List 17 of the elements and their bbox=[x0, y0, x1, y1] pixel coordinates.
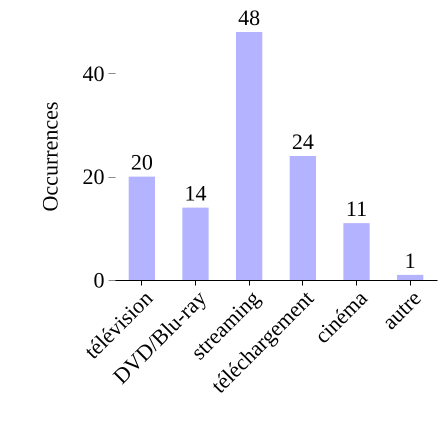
x-tick-label: autre bbox=[376, 285, 426, 334]
data-label: 1 bbox=[404, 248, 416, 273]
bar bbox=[290, 156, 316, 280]
y-tick-label: 40 bbox=[82, 60, 104, 86]
bar bbox=[128, 176, 155, 280]
data-label: 14 bbox=[184, 180, 206, 206]
bar bbox=[397, 274, 424, 280]
data-label: 48 bbox=[238, 5, 260, 30]
y-axis-title: Occurrences bbox=[38, 102, 62, 212]
data-label: 24 bbox=[292, 129, 314, 154]
y-tick-label: 0 bbox=[94, 268, 104, 292]
bar bbox=[236, 32, 262, 280]
y-tick-label: 20 bbox=[82, 164, 104, 190]
data-label: 20 bbox=[130, 150, 153, 175]
bar bbox=[182, 208, 209, 280]
bar bbox=[343, 223, 370, 280]
data-label: 11 bbox=[346, 196, 368, 222]
